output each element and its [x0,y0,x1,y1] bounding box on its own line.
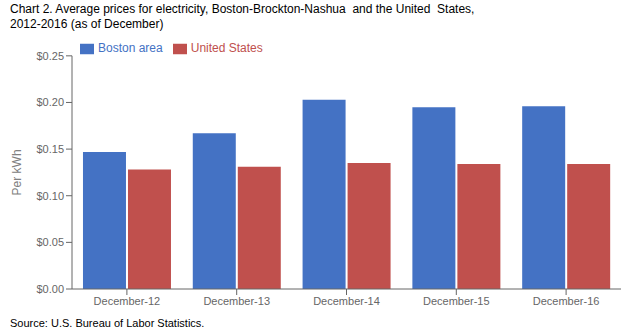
svg-text:Per kWh: Per kWh [10,149,24,195]
html-text:2012-2016 (as of December): 2012-2016 (as of December) [10,17,164,31]
svg-text:December-16: December-16 [533,295,600,307]
svg-text:$0.10: $0.10 [36,190,64,202]
html-text:Chart 2. Average prices for el: Chart 2. Average prices for electricity,… [10,2,475,16]
svg-text:December-13: December-13 [203,295,270,307]
svg-text:$0.20: $0.20 [36,96,64,108]
html-text:Boston area: Boston area [98,41,163,55]
svg-text:$0.25: $0.25 [36,50,64,62]
html-text:United States: United States [190,41,263,55]
html-text:Source: U.S. Bureau of Labor S: Source: U.S. Bureau of Labor Statistics. [10,317,205,329]
svg-text:$0.05: $0.05 [36,236,64,248]
svg-text:December-14: December-14 [313,295,380,307]
svg-text:December-12: December-12 [94,295,161,307]
svg-text:$0.00: $0.00 [36,283,64,295]
svg-text:December-15: December-15 [423,295,490,307]
svg-text:$0.15: $0.15 [36,143,64,155]
